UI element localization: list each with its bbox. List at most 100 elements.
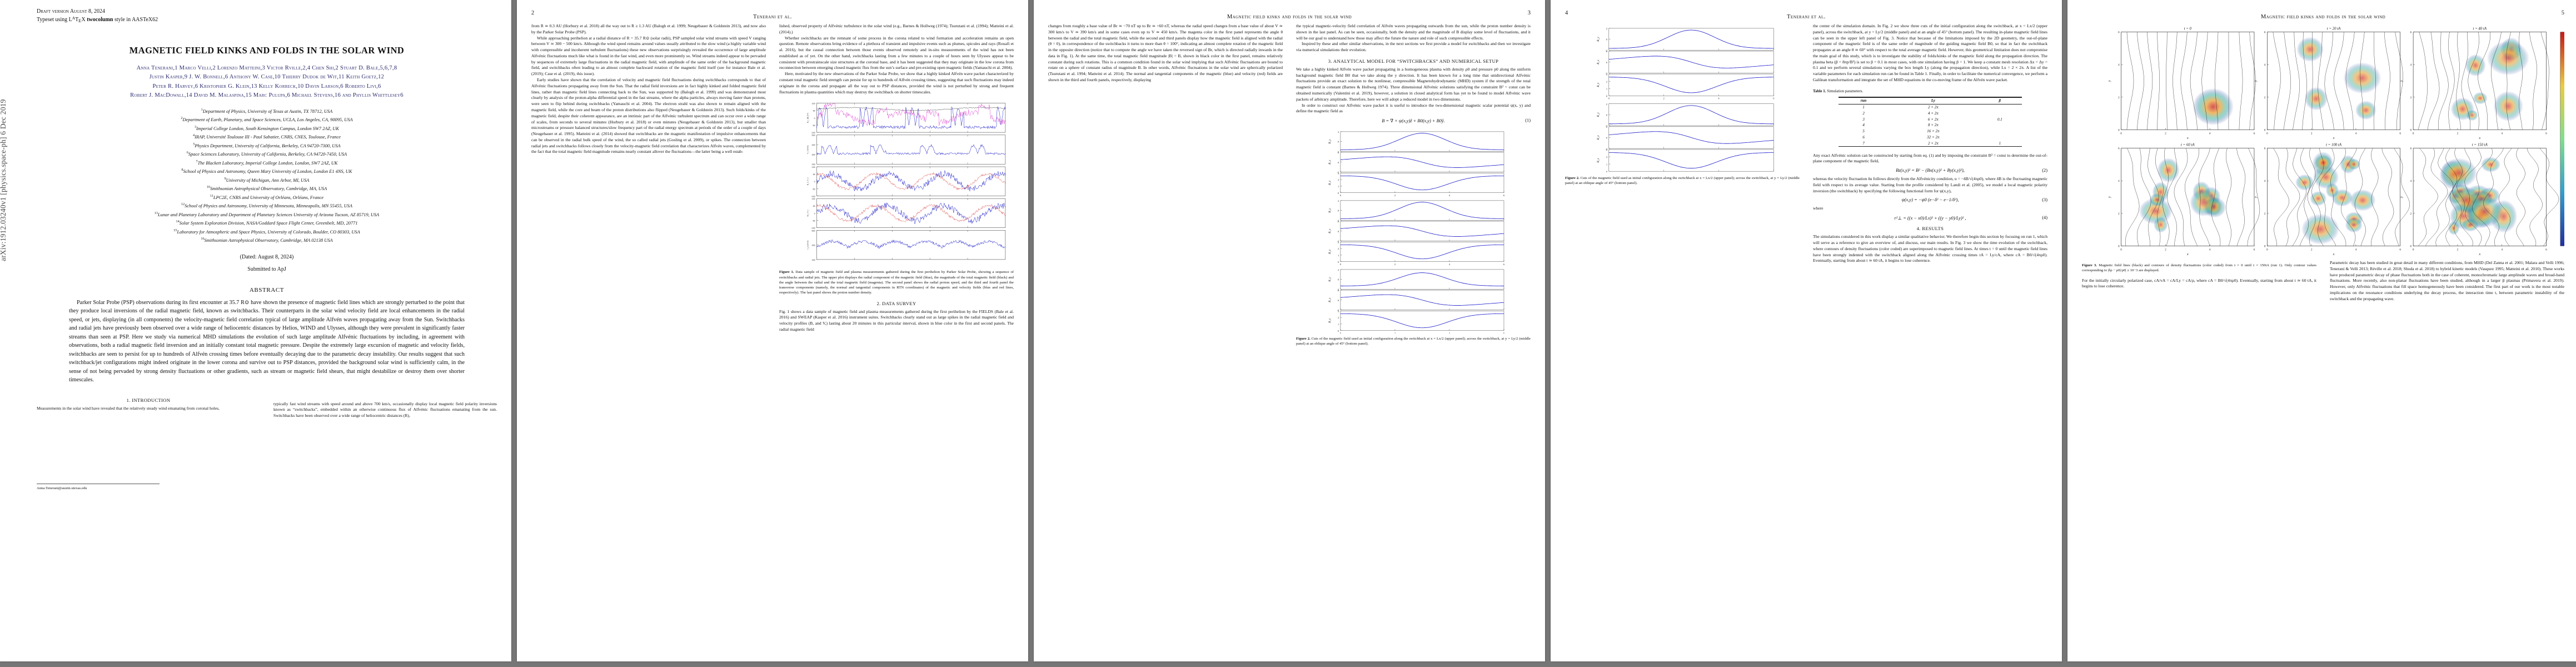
table-column-header: Ly <box>1888 96 1979 104</box>
svg-text:2: 2 <box>1338 220 1339 223</box>
svg-text:0: 0 <box>1338 278 1339 281</box>
affiliation-marker: 8 <box>181 168 183 172</box>
affiliation-text: Imperial College London, South Kensingto… <box>196 126 339 131</box>
table-footer-rule <box>1838 146 2022 148</box>
equation-body: Bz(x,y)² = B² − (Bx(x,y)² + By(x,y)²), <box>1896 168 1965 173</box>
svg-text:2: 2 <box>2410 212 2412 216</box>
svg-text:6: 6 <box>2254 132 2255 135</box>
svg-text:x: x <box>2186 136 2189 140</box>
svg-text:-2: -2 <box>1337 220 1339 222</box>
latex-e: E <box>78 17 82 23</box>
svg-text:0: 0 <box>1606 38 1608 41</box>
svg-text:y: y <box>2400 80 2404 82</box>
svg-text:2: 2 <box>1394 263 1396 266</box>
equation-3: ψ(x,y) = −ψ0 (e−δ² − e−1/δ²), (3) <box>1813 197 2047 202</box>
latex-x: X <box>81 16 87 23</box>
paragraph: from R ≃ 0.3 AU (Horbury et al. 2018) al… <box>531 23 766 34</box>
svg-text:0: 0 <box>1340 332 1342 334</box>
svg-text:2: 2 <box>2118 96 2120 99</box>
svg-text:2: 2 <box>2264 212 2266 216</box>
svg-text:2: 2 <box>1606 80 1607 83</box>
table-row: 6 32 × 2π <box>1838 135 2021 141</box>
page2-datasurvey-body: Fig. 1 shows a data sample of magnetic f… <box>779 309 1014 333</box>
page5-left-body: For the initially circularly polarized c… <box>2082 278 2316 290</box>
affiliation-text: The Blackett Laboratory, Imperial Colleg… <box>197 160 338 166</box>
svg-text:B_y: B_y <box>1328 139 1332 144</box>
affiliation-item: 3Imperial College London, South Kensingt… <box>37 125 497 133</box>
page1-column-left: 1. INTRODUCTION Measurements in the sola… <box>37 392 260 491</box>
svg-text:2: 2 <box>1338 200 1339 202</box>
page-5[interactable]: Magnetic field kinks and folds in the so… <box>2067 0 2576 661</box>
equation-body: r²⊥ = ((x − x0)/Lx)² + ((y − y0)/Ly)² , <box>1894 216 1966 221</box>
svg-text:3: 3 <box>1338 310 1339 313</box>
svg-text:2: 2 <box>1394 194 1396 197</box>
svg-text:t = 60 tA: t = 60 tA <box>2181 143 2195 147</box>
submitted-line: Submitted to ApJ <box>247 266 286 272</box>
svg-text:y: y <box>2107 196 2111 198</box>
page1-columns: 1. INTRODUCTION Measurements in the sola… <box>37 392 497 491</box>
page-1[interactable]: arXiv:1912.03240v1 [physics.space-ph] 6 … <box>0 0 511 661</box>
page4-eq-body-3: where <box>1813 206 2047 212</box>
table-cell: 3 <box>1862 117 1865 122</box>
paragraph: Here, motivated by the new observations … <box>779 71 1014 94</box>
table-cell: 5 <box>1862 129 1865 134</box>
table-row: 2 4 × 2π <box>1838 110 2021 116</box>
page5-column-right: Parametric decay has been studied in gre… <box>2330 260 2564 302</box>
table-cell <box>1978 122 2021 128</box>
affiliation-item: 12School of Physics and Astronomy, Unive… <box>37 202 497 211</box>
svg-text:-50: -50 <box>812 220 815 222</box>
svg-text:B_z: B_z <box>1328 250 1332 254</box>
running-head-page5: Magnetic field kinks and folds in the so… <box>2082 8 2564 20</box>
svg-text:B_x: B_x <box>1328 160 1332 165</box>
paragraph: For the initially circularly polarized c… <box>2082 277 2316 289</box>
svg-text:0: 0 <box>1338 330 1339 332</box>
svg-text:x: x <box>2333 252 2335 256</box>
svg-text:1: 1 <box>1338 185 1339 188</box>
svg-text:4: 4 <box>2355 132 2357 135</box>
affiliation-item: 2Department of Earth, Planetary, and Spa… <box>37 116 497 125</box>
svg-text:2: 2 <box>1394 332 1396 334</box>
abstract-text: Parker Solar Probe (PSP) observations du… <box>69 299 465 384</box>
page-2[interactable]: 2 Tenerani et al. from R ≃ 0.3 AU (Horbu… <box>517 0 1028 661</box>
affiliation-item: 16Smithsonian Astrophysical Observatory,… <box>37 236 497 245</box>
paragraph: Parametric decay has been studied in gre… <box>2330 260 2564 301</box>
svg-text:500: 500 <box>811 135 815 137</box>
equation-body: B = ∇ × ψ(x,y)ẑ + B0(x,y) + B0ŷ. <box>1382 118 1445 124</box>
svg-text:-2: -2 <box>1605 147 1607 150</box>
paragraph: Inspired by these and other similar obse… <box>1296 41 1531 53</box>
footnote-email: Anna.Tenerani@austin.utexas.edu <box>37 486 87 491</box>
affiliation-item: 9University of Michigan, Ann Arbor, MI, … <box>37 176 497 185</box>
svg-text:4: 4 <box>2209 248 2211 251</box>
author-line: Anna Tenerani,1 Marco Velli,2 Lorenzo Ma… <box>136 65 397 71</box>
svg-text:100: 100 <box>811 166 815 168</box>
figure-1-caption-text: Data sample of magnetic field and plasma… <box>779 270 1014 295</box>
page-number: 2 <box>531 10 535 16</box>
equation-number: (1) <box>1525 118 1531 123</box>
table-row: 3 6 × 2π 0.1 <box>1838 116 2021 122</box>
svg-text:B_n, V_n: B_n, V_n <box>807 178 809 186</box>
page3-column-right: the typical magnetic-velocity field corr… <box>1296 23 1531 347</box>
svg-text:2: 2 <box>1338 131 1339 133</box>
svg-text:6: 6 <box>2410 147 2412 151</box>
svg-text:0: 0 <box>2120 248 2122 251</box>
section-heading-introduction: 1. INTRODUCTION <box>126 397 171 403</box>
svg-text:4: 4 <box>2264 63 2266 67</box>
affiliation-item: 5Physics Department, University of Calif… <box>37 142 497 151</box>
svg-text:-100: -100 <box>811 227 815 230</box>
svg-text:-2: -2 <box>1337 288 1339 291</box>
affiliation-item: 15Laboratory for Atmospheric and Space P… <box>37 228 497 237</box>
page4-eq-body-2: whereas the velocity fluctuation δu foll… <box>1813 176 2047 194</box>
affiliation-marker: 12 <box>181 202 185 207</box>
typeset-line: Typeset using LATEX twocolumn style in A… <box>37 16 497 24</box>
page-3[interactable]: Magnetic field kinks and folds in the so… <box>1034 0 1545 661</box>
affiliation-marker: 9 <box>224 176 226 181</box>
arxiv-stamp: arXiv:1912.03240v1 [physics.space-ph] 6 … <box>0 99 7 261</box>
page-4[interactable]: 4 Tenerani et al. -2 0 2 B_y -2 0 2 B_x 0 1 2 3 0 2 4 6… <box>1551 0 2062 661</box>
affiliation-text: University of Michigan, Ann Arbor, MI, U… <box>226 177 310 183</box>
table-1-caption-text: Simulation parameters. <box>1827 88 1864 93</box>
running-head-title: Magnetic field kinks and folds in the so… <box>2260 14 2386 20</box>
table-cell: 1 <box>1999 141 2001 146</box>
affiliation-text: Department of Physics, University of Tex… <box>202 108 333 114</box>
page2-right-body: lished, observed property of Alfvénic tu… <box>779 23 1014 95</box>
